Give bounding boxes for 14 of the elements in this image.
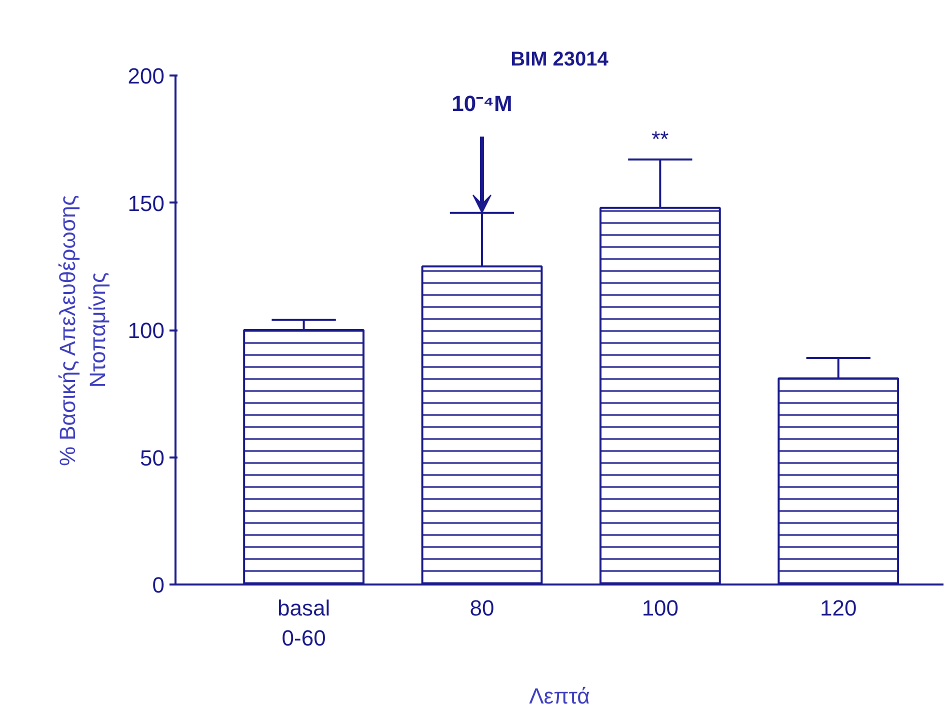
x-tick-label: basal 0-60 (278, 596, 330, 650)
x-tick-label: 120 (820, 596, 857, 620)
x-tick-label: 100 (642, 596, 679, 620)
y-tick-label: 50 (140, 445, 165, 470)
annotation: ** (652, 126, 670, 152)
y-tick-label: 100 (128, 318, 165, 343)
y-axis-title: % Βασικής Απελευθέρωσης Ντοπαμίνης (54, 195, 110, 466)
annotation: 10⁻⁴M (452, 91, 512, 116)
chart-title: BIM 23014 (510, 48, 610, 70)
y-tick-label: 150 (128, 190, 165, 216)
x-axis-title: Λεπτά (529, 684, 590, 708)
y-tick-label: 200 (128, 64, 165, 88)
x-tick-label: 80 (470, 596, 494, 620)
y-tick-label: 0 (152, 572, 165, 598)
